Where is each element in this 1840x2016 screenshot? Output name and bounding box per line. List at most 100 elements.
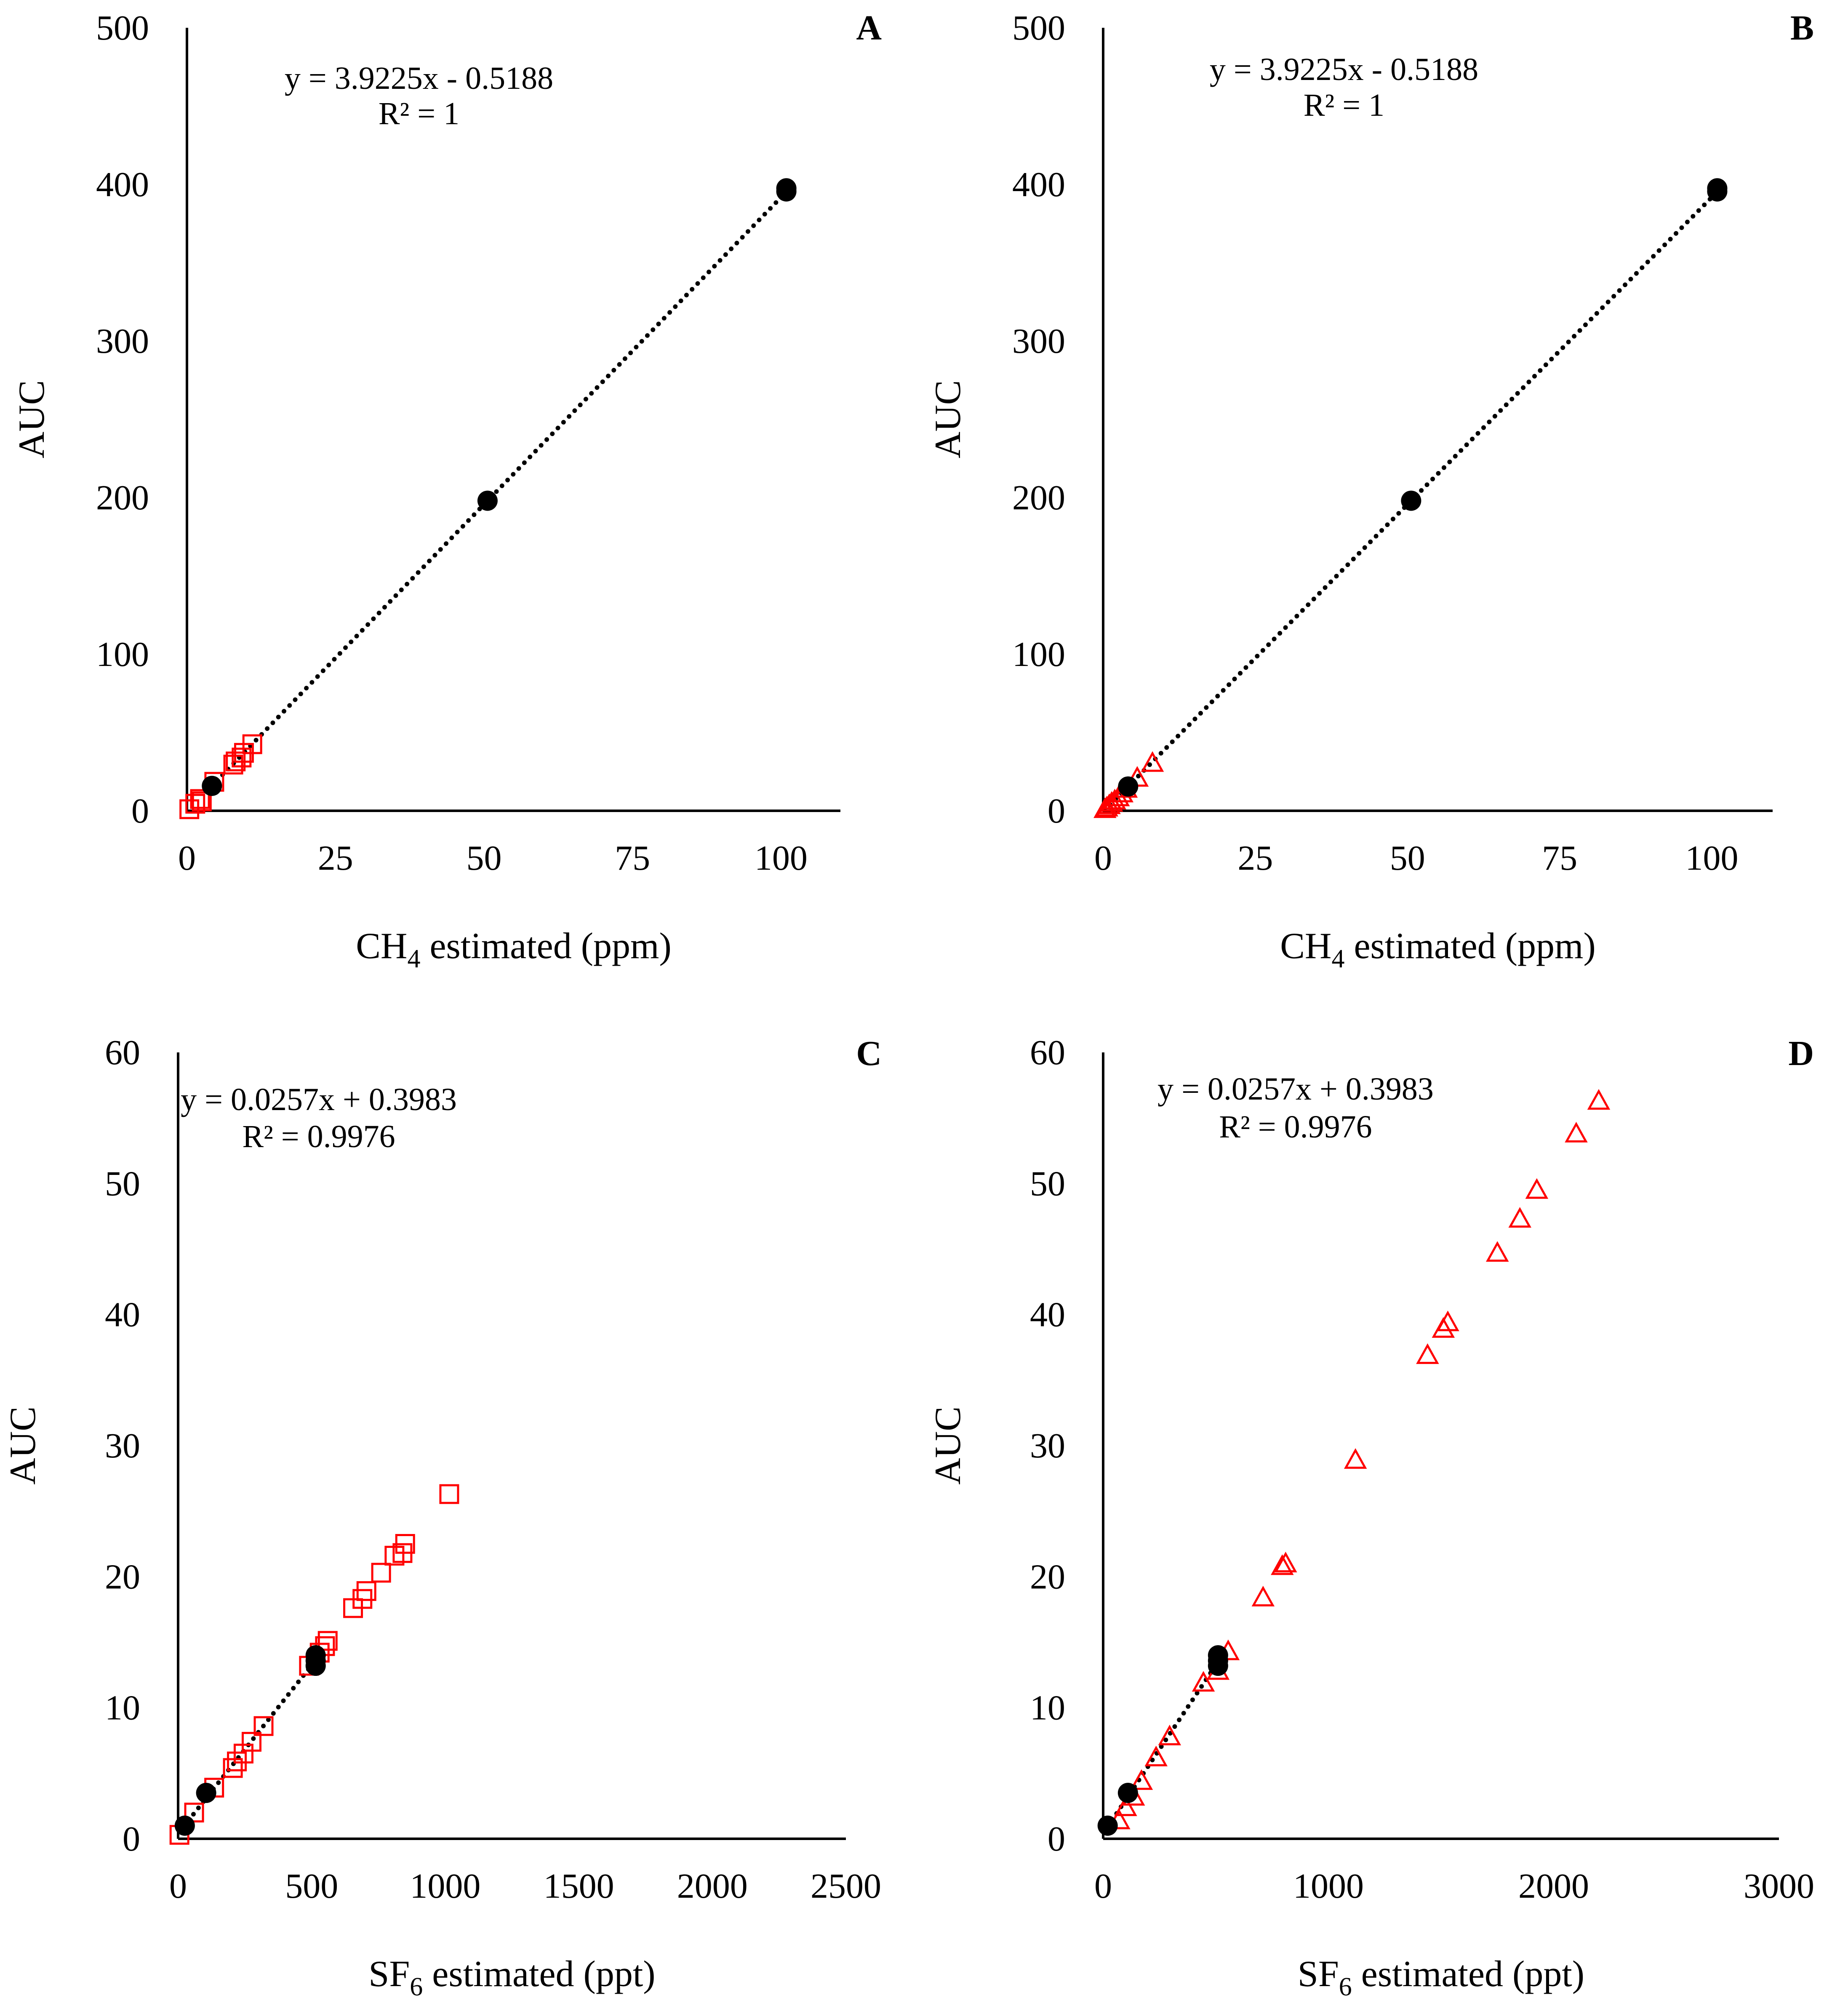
sample-point: [1192, 1671, 1215, 1692]
chart-panel-d: 0 10 20 30 40 50 60 0 1000 2000 3000 AUC SF6 estimat…: [928, 1033, 1814, 2001]
x-tick-label: 2000: [1518, 1867, 1589, 1906]
x-axis-title: SF6 estimated (ppt): [1298, 1954, 1584, 2001]
x-axis-title: CH4 estimated (ppm): [1280, 926, 1596, 973]
sample-point: [1141, 751, 1164, 772]
r-squared-label: R² = 1: [379, 96, 459, 131]
y-tick-label: 40: [1030, 1295, 1065, 1334]
sample-point: [1344, 1448, 1367, 1469]
sample-point: [1525, 1178, 1549, 1199]
r-squared-label: R² = 0.9976: [242, 1119, 395, 1154]
sample-point: [1416, 1343, 1439, 1364]
y-axis-title: AUC: [3, 1406, 43, 1485]
sample-point: [1274, 1552, 1297, 1573]
y-tick-label: 10: [105, 1688, 140, 1728]
chart-panel-b: 0 100 200 300 400 500 0 25 50 75 100 AUC CH4 estimat…: [928, 8, 1814, 973]
x-tick-label: 1000: [1293, 1867, 1364, 1906]
calibration-point: [1401, 490, 1421, 511]
y-tick-label: 0: [1048, 791, 1065, 831]
calibration-point: [174, 1815, 195, 1836]
sample-point: [241, 1732, 261, 1752]
regression-equation: y = 0.0257x + 0.3983: [1157, 1071, 1434, 1107]
y-tick-label: 0: [123, 1819, 140, 1859]
calibration-point: [305, 1645, 326, 1666]
sample-point: [232, 748, 252, 768]
x-tick-label: 2500: [811, 1867, 881, 1906]
panel-letter: D: [1788, 1034, 1814, 1073]
calibration-point: [1097, 1815, 1118, 1836]
sample-point: [1587, 1089, 1611, 1110]
y-axis-title: AUC: [928, 1406, 968, 1485]
y-tick-label: 300: [96, 322, 149, 361]
x-tick-label: 500: [285, 1867, 338, 1906]
sample-point: [184, 1803, 204, 1823]
y-tick-label: 50: [105, 1164, 140, 1203]
x-tick-label: 25: [1237, 839, 1273, 878]
y-tick-label: 0: [131, 791, 149, 831]
chart-panel-c: 0 10 20 30 40 50 60 0 500 1000 1500 2000 2500 AUC SF6 …: [3, 1033, 882, 2001]
regression-equation: y = 0.0257x + 0.3983: [181, 1082, 457, 1117]
y-tick-label: 200: [96, 478, 149, 517]
sample-point: [185, 794, 205, 814]
y-tick-label: 400: [96, 165, 149, 204]
y-tick-label: 20: [105, 1557, 140, 1596]
y-tick-label: 500: [1012, 8, 1065, 48]
calibration-point: [776, 178, 797, 199]
regression-equation: y = 3.9225x - 0.5188: [285, 61, 553, 96]
calibration-point: [1118, 776, 1139, 797]
x-tick-label: 3000: [1744, 1867, 1814, 1906]
y-tick-label: 60: [1030, 1033, 1065, 1072]
sample-point: [1486, 1241, 1509, 1262]
y-tick-label: 100: [1012, 635, 1065, 674]
calibration-point: [202, 775, 222, 796]
y-tick-label: 50: [1030, 1164, 1065, 1203]
sample-point: [192, 791, 212, 812]
y-tick-label: 10: [1030, 1688, 1065, 1728]
x-tick-label: 2000: [677, 1867, 748, 1906]
y-tick-label: 400: [1012, 165, 1065, 204]
sample-point: [1158, 1725, 1181, 1746]
x-tick-label: 100: [755, 839, 808, 878]
sample-point: [356, 1581, 376, 1601]
calibration-point: [1707, 178, 1728, 199]
regression-equation: y = 3.9225x - 0.5188: [1210, 52, 1478, 87]
sample-point: [439, 1484, 459, 1504]
sample-point: [242, 734, 262, 754]
sample-point: [1271, 1554, 1294, 1575]
y-tick-label: 20: [1030, 1557, 1065, 1596]
x-tick-label: 75: [615, 839, 650, 878]
y-tick-label: 100: [96, 635, 149, 674]
x-tick-label: 1500: [544, 1867, 614, 1906]
calibration-point: [196, 1783, 216, 1803]
y-tick-label: 200: [1012, 478, 1065, 517]
sample-point: [371, 1563, 391, 1583]
calibration-point: [1208, 1645, 1228, 1666]
y-tick-label: 40: [105, 1295, 140, 1334]
sample-point: [1565, 1121, 1588, 1142]
panel-letter: A: [856, 8, 882, 48]
x-axis-title: SF6 estimated (ppt): [368, 1954, 655, 2001]
panel-letter: B: [1790, 8, 1814, 48]
x-tick-label: 0: [1094, 1867, 1112, 1906]
x-tick-label: 0: [178, 839, 196, 878]
y-tick-label: 300: [1012, 322, 1065, 361]
sample-point: [1436, 1310, 1459, 1332]
sample-point: [190, 789, 210, 809]
sample-point: [1508, 1207, 1531, 1228]
y-tick-label: 60: [105, 1033, 140, 1072]
x-tick-label: 0: [169, 1867, 187, 1906]
sample-point: [1251, 1585, 1275, 1607]
panel-letter: C: [856, 1034, 882, 1073]
trendline: [209, 190, 788, 789]
sample-point: [223, 1758, 243, 1778]
r-squared-label: R² = 1: [1304, 88, 1384, 123]
x-tick-label: 75: [1542, 839, 1577, 878]
sample-point: [395, 1534, 415, 1554]
sample-point: [317, 1631, 338, 1651]
sample-point: [1114, 1795, 1137, 1816]
sample-point: [253, 1716, 274, 1736]
y-axis-title: AUC: [11, 380, 52, 458]
y-tick-label: 30: [105, 1426, 140, 1465]
chart-panel-a: 0 100 200 300 400 500 0 25 50 75 100 AUC CH4 estimat…: [11, 8, 882, 973]
x-tick-label: 100: [1685, 839, 1738, 878]
